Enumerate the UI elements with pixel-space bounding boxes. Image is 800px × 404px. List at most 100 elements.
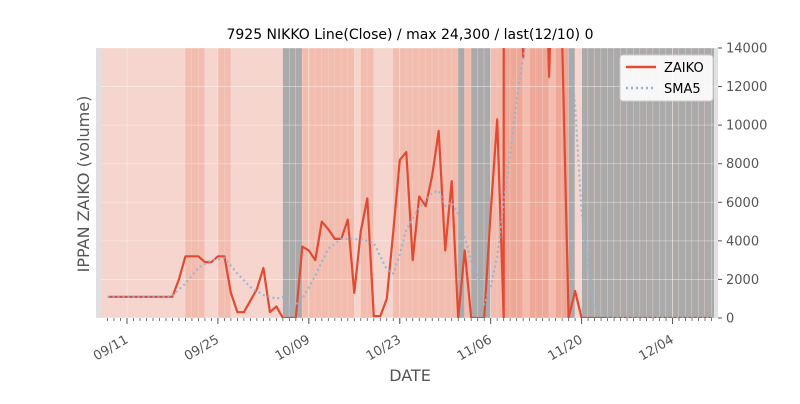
- day-band: [165, 48, 173, 318]
- day-band: [549, 48, 556, 318]
- series-lines: [107, 48, 712, 318]
- day-band: [113, 48, 121, 318]
- day-band: [679, 48, 686, 318]
- x-tick-label: 11/20: [546, 332, 586, 364]
- day-band: [204, 48, 212, 318]
- day-band: [646, 48, 653, 318]
- day-band: [217, 48, 224, 318]
- day-band: [614, 48, 621, 318]
- day-band: [659, 48, 666, 318]
- day-band: [607, 48, 614, 318]
- day-band: [510, 48, 517, 318]
- day-band: [581, 48, 588, 318]
- day-band: [386, 48, 393, 318]
- legend-label-zaiko: ZAIKO: [664, 61, 704, 76]
- day-band: [289, 48, 296, 318]
- y-tick-label: 6000: [726, 196, 759, 211]
- day-band: [601, 48, 608, 318]
- day-band: [250, 48, 257, 318]
- day-band: [451, 48, 458, 318]
- day-band: [373, 48, 380, 318]
- day-band: [107, 48, 114, 318]
- day-band: [321, 48, 328, 318]
- day-band: [159, 48, 166, 318]
- day-band: [347, 48, 354, 318]
- day-band: [198, 48, 205, 318]
- x-tick-label: 09/25: [182, 332, 222, 364]
- day-band: [555, 48, 562, 318]
- day-band: [133, 48, 140, 318]
- day-band: [406, 48, 413, 318]
- day-band: [178, 48, 186, 318]
- day-band: [295, 48, 302, 318]
- y-tick-label: 2000: [726, 273, 759, 288]
- day-band: [172, 48, 179, 318]
- day-band: [588, 48, 595, 318]
- day-band: [315, 48, 322, 318]
- y-tick-label: 8000: [726, 157, 759, 172]
- day-band: [594, 48, 601, 318]
- day-band: [458, 48, 465, 318]
- y-axis-label: IPPAN ZAIKO (volume): [74, 96, 93, 273]
- x-tick-label: 11/06: [455, 332, 495, 364]
- day-band: [432, 48, 439, 318]
- day-band: [276, 48, 283, 318]
- day-band: [484, 48, 491, 318]
- day-band: [529, 48, 536, 318]
- day-band: [334, 48, 341, 318]
- chart-title: 7925 NIKKO Line(Close) / max 24,300 / la…: [226, 27, 593, 43]
- day-band: [419, 48, 426, 318]
- day-band: [653, 48, 660, 318]
- day-band: [627, 48, 634, 318]
- day-band: [536, 48, 543, 318]
- plot-right-edge: [714, 48, 718, 318]
- day-band: [698, 48, 705, 318]
- day-band: [620, 48, 627, 318]
- day-band: [308, 48, 315, 318]
- legend: ZAIKO SMA5: [619, 54, 714, 102]
- day-band: [692, 48, 699, 318]
- day-band: [146, 48, 153, 318]
- day-band: [666, 48, 673, 318]
- y-tick-label: 10000: [726, 119, 767, 134]
- series-line-sma5: [107, 48, 712, 318]
- day-band: [256, 48, 263, 318]
- day-band: [575, 48, 582, 318]
- day-band: [672, 48, 679, 318]
- day-band: [243, 48, 250, 318]
- day-band: [367, 48, 374, 318]
- x-tick-label: 12/04: [637, 332, 677, 364]
- day-band: [542, 48, 549, 318]
- y-tick-label: 0: [726, 312, 734, 327]
- day-band: [224, 48, 231, 318]
- day-band: [341, 48, 348, 318]
- day-band: [263, 48, 270, 318]
- x-tick-label: 09/11: [91, 332, 131, 364]
- day-band: [477, 48, 484, 318]
- x-tick-label: 10/23: [364, 332, 404, 364]
- day-band: [412, 48, 419, 318]
- day-band: [380, 48, 387, 318]
- day-band: [269, 48, 276, 318]
- day-band: [152, 48, 160, 318]
- day-band: [640, 48, 647, 318]
- day-band: [101, 48, 108, 318]
- day-band: [705, 48, 712, 318]
- day-band: [237, 48, 244, 318]
- day-band: [516, 48, 523, 318]
- plot-left-edge: [96, 48, 101, 318]
- day-band: [354, 48, 361, 318]
- day-band: [425, 48, 432, 318]
- day-band: [282, 48, 289, 318]
- y-tick-label: 14000: [726, 42, 767, 57]
- day-band: [685, 48, 692, 318]
- day-band: [185, 48, 192, 318]
- day-band: [302, 48, 309, 318]
- day-band: [126, 48, 134, 318]
- day-band: [328, 48, 335, 318]
- day-band: [230, 48, 237, 318]
- day-band: [633, 48, 640, 318]
- day-band: [393, 48, 400, 318]
